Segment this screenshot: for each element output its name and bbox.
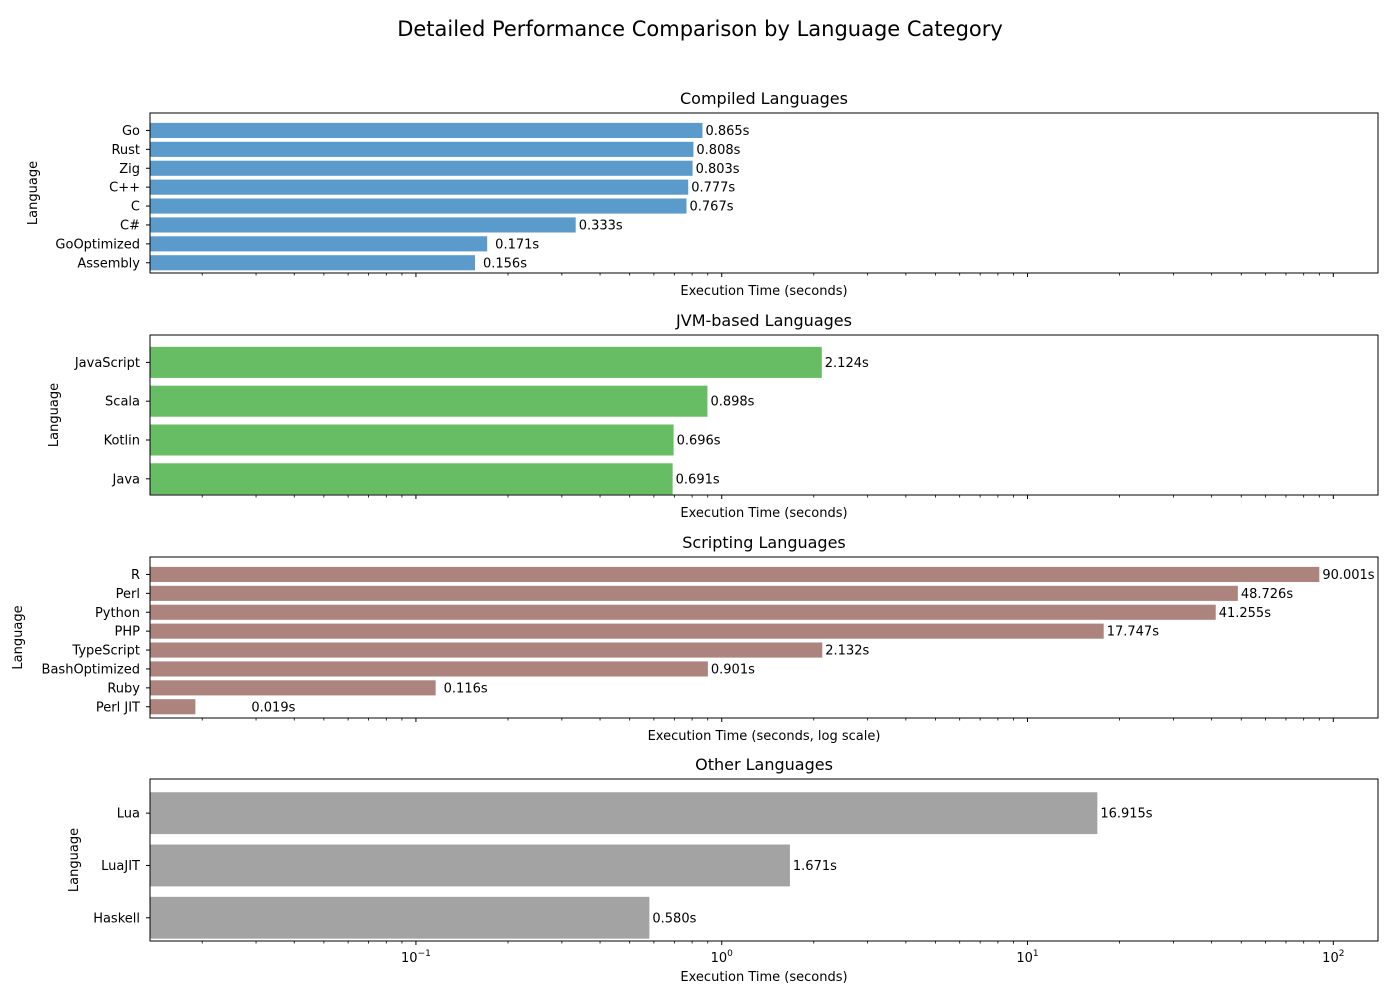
category-tick-label: Lua: [117, 807, 140, 822]
category-tick-label: Assembly: [77, 256, 140, 271]
axes-frame: [149, 556, 1379, 719]
category-tick-label: C: [131, 200, 140, 215]
panel-title: Scripting Languages: [682, 533, 846, 552]
data-label: 16.915s: [1100, 807, 1152, 822]
category-tick-label: Kotlin: [104, 434, 140, 449]
x-axis-label: Execution Time (seconds, log scale): [648, 729, 881, 744]
axes-frame: [149, 334, 1379, 496]
x-axis-label: Execution Time (seconds): [680, 284, 847, 299]
category-tick-label: Scala: [105, 395, 140, 410]
data-label: 0.116s: [444, 681, 488, 696]
bar: [150, 699, 196, 715]
panel-title: Other Languages: [695, 755, 833, 774]
bar: [150, 680, 436, 696]
category-tick-label: R: [131, 568, 140, 583]
bar: [150, 661, 708, 677]
x-axis-label: Execution Time (seconds): [680, 970, 847, 985]
bar: [150, 623, 1104, 639]
data-label: 90.001s: [1322, 568, 1374, 583]
data-label: 0.808s: [696, 143, 740, 158]
data-label: 0.898s: [710, 395, 754, 410]
category-tick-label: BashOptimized: [42, 662, 140, 677]
data-label: 0.767s: [690, 200, 734, 215]
y-axis-label: Language: [47, 383, 62, 447]
x-tick-label: 10−1: [401, 949, 431, 966]
data-label: 0.019s: [251, 700, 295, 715]
y-axis-label: Language: [67, 828, 82, 892]
bar: [150, 463, 673, 495]
x-tick-label: 101: [1016, 949, 1038, 966]
bar: [150, 217, 576, 233]
data-label: 41.255s: [1219, 606, 1271, 621]
data-label: 0.691s: [676, 472, 720, 487]
bar: [150, 255, 475, 271]
bar: [150, 346, 822, 378]
data-label: 0.777s: [691, 181, 735, 196]
panel-title: JVM-based Languages: [675, 311, 852, 330]
x-tick-label: 100: [711, 949, 734, 966]
bar: [150, 160, 693, 176]
data-label: 0.171s: [495, 237, 539, 252]
data-label: 2.132s: [825, 644, 869, 659]
panel-4: Other Languages Lua 16.915s LuaJIT 1.671s Has…: [67, 755, 1379, 985]
category-tick-label: Perl JIT: [96, 700, 140, 715]
bar: [150, 585, 1238, 601]
bar: [150, 792, 1098, 835]
category-tick-label: GoOptimized: [55, 237, 140, 252]
panel-2: JVM-based Languages JavaScript 2.124s Scala…: [47, 311, 1379, 521]
data-label: 0.333s: [579, 218, 623, 233]
bar: [150, 844, 790, 887]
category-tick-label: Zig: [119, 162, 140, 177]
data-label: 1.671s: [793, 859, 837, 874]
panel-3: Scripting Languages R 90.001s Perl 48.726s Py…: [11, 533, 1379, 744]
y-axis-label: Language: [11, 605, 26, 669]
bar: [150, 385, 708, 417]
figure-title: Detailed Performance Comparison by Langu…: [397, 17, 1003, 41]
category-tick-label: PHP: [115, 625, 141, 640]
data-label: 0.696s: [677, 434, 721, 449]
data-label: 2.124s: [825, 356, 869, 371]
axes-frame: [149, 112, 1379, 274]
panel-1: Compiled Languages Go 0.865s Rust 0.808s Zig 0…: [26, 89, 1379, 299]
data-label: 17.747s: [1107, 625, 1159, 640]
category-tick-label: Perl: [116, 587, 140, 602]
bar: [150, 424, 674, 456]
bar: [150, 604, 1216, 620]
category-tick-label: Python: [95, 606, 140, 621]
y-axis-label: Language: [26, 161, 41, 225]
bar: [150, 236, 488, 252]
panel-title: Compiled Languages: [680, 89, 848, 108]
category-tick-label: Ruby: [107, 681, 140, 696]
data-label: 0.803s: [696, 162, 740, 177]
category-tick-label: TypeScript: [71, 644, 140, 659]
category-tick-label: Rust: [111, 143, 140, 158]
data-label: 0.156s: [483, 256, 527, 271]
data-label: 0.901s: [711, 662, 755, 677]
bar: [150, 122, 703, 139]
category-tick-label: Java: [112, 472, 140, 487]
x-tick-label: 102: [1322, 949, 1344, 966]
bar: [150, 179, 689, 195]
axes-frame: [149, 778, 1379, 942]
category-tick-label: C++: [109, 181, 140, 196]
bar: [150, 642, 823, 658]
bar: [150, 566, 1320, 583]
bar: [150, 896, 650, 939]
data-label: 0.865s: [705, 124, 749, 139]
x-axis-label: Execution Time (seconds): [680, 506, 847, 521]
category-tick-label: Go: [122, 124, 140, 139]
category-tick-label: JavaScript: [74, 356, 140, 371]
category-tick-label: C#: [120, 218, 140, 233]
category-tick-label: Haskell: [93, 911, 140, 926]
data-label: 48.726s: [1241, 587, 1293, 602]
bar: [150, 198, 687, 214]
bar: [150, 141, 694, 157]
data-label: 0.580s: [652, 911, 696, 926]
category-tick-label: LuaJIT: [101, 859, 140, 874]
